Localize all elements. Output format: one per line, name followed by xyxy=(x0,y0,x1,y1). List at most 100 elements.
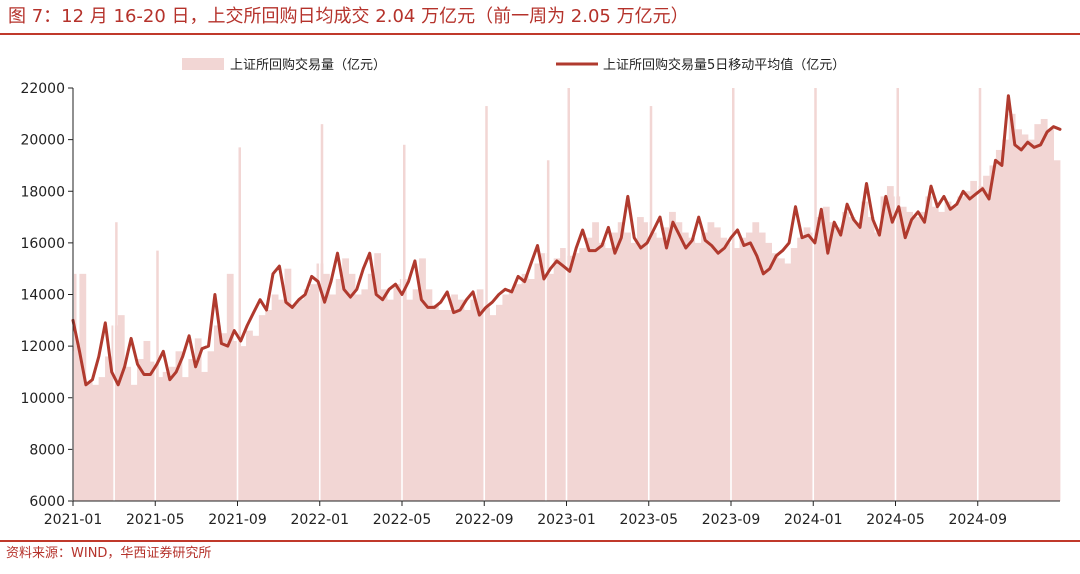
volume-bar xyxy=(989,165,997,501)
volume-bar xyxy=(637,217,644,501)
volume-bar xyxy=(322,273,330,501)
volume-bar xyxy=(124,366,132,501)
volume-bar xyxy=(79,273,87,501)
volume-bar xyxy=(630,242,638,501)
volume-bar xyxy=(1053,160,1061,501)
volume-bar xyxy=(290,304,298,501)
volume-bar xyxy=(438,309,446,501)
volume-bar xyxy=(181,377,189,501)
volume-bar xyxy=(944,201,952,501)
volume-bar xyxy=(355,294,362,501)
volume-bar xyxy=(1002,139,1010,501)
y-tick-label: 16000 xyxy=(20,236,65,252)
volume-bar xyxy=(617,222,625,501)
volume-bar xyxy=(1008,113,1016,501)
volume-bar xyxy=(1047,129,1054,502)
volume-bar xyxy=(726,242,734,501)
y-axis-gridlines xyxy=(68,87,73,502)
volume-bar xyxy=(643,222,651,501)
volume-bar xyxy=(835,227,843,501)
volume-bar xyxy=(489,315,497,501)
volume-bar xyxy=(335,279,343,501)
volume-bar xyxy=(431,304,439,501)
volume-bar xyxy=(854,222,862,501)
volume-bar xyxy=(278,299,285,501)
volume-bar xyxy=(694,242,702,501)
volume-bar xyxy=(572,253,580,501)
volume-bar xyxy=(765,242,772,501)
volume-bar xyxy=(457,299,465,501)
volume-bar xyxy=(233,340,241,501)
volume-bar xyxy=(899,206,907,502)
volume-bar xyxy=(387,299,394,501)
volume-bar xyxy=(393,284,401,501)
x-tick-label: 2021-05 xyxy=(126,512,185,528)
title-divider xyxy=(0,33,1080,35)
volume-bar xyxy=(560,248,567,501)
volume-bar xyxy=(624,232,631,502)
x-tick-label: 2022-05 xyxy=(373,512,432,528)
volume-bar xyxy=(758,232,766,502)
volume-bar xyxy=(239,346,247,501)
volume-bar xyxy=(585,237,593,501)
volume-bar xyxy=(720,237,728,501)
volume-bar xyxy=(412,289,420,501)
x-axis-tick-labels: 2021-01 2021-05 2021-09 2022-01 2022-05 2022-… xyxy=(44,501,1007,528)
volume-bar xyxy=(880,196,888,501)
volume-bar xyxy=(611,232,619,502)
volume-bar xyxy=(713,227,721,501)
x-tick-label: 2024-09 xyxy=(949,512,1008,528)
x-tick-label: 2021-09 xyxy=(208,512,267,528)
volume-bar xyxy=(92,384,100,501)
volume-bar xyxy=(534,263,542,501)
volume-bar xyxy=(739,237,747,501)
volume-spike-bar xyxy=(115,222,118,501)
x-tick-label: 2024-01 xyxy=(784,512,843,528)
volume-bar xyxy=(919,211,926,501)
volume-bar xyxy=(662,227,670,501)
chart-legend: 上证所回购交易量（亿元） 上证所回购交易量5日移动平均值（亿元） xyxy=(182,57,845,73)
volume-bar xyxy=(778,258,785,501)
volume-bar xyxy=(342,258,349,501)
volume-bar xyxy=(931,206,939,502)
volume-bar xyxy=(925,196,933,501)
legend-line-label: 上证所回购交易量5日移动平均值（亿元） xyxy=(603,57,845,73)
volume-bar xyxy=(803,227,811,501)
volume-bar xyxy=(502,294,510,501)
y-tick-label: 18000 xyxy=(20,184,65,200)
x-tick-label: 2022-09 xyxy=(455,512,514,528)
volume-bar xyxy=(784,263,792,501)
volume-spike-bar xyxy=(74,273,77,501)
volume-bar xyxy=(669,211,676,501)
volume-spike-bar xyxy=(485,106,488,501)
volume-bar xyxy=(85,382,93,501)
x-tick-label: 2023-09 xyxy=(702,512,761,528)
volume-bar xyxy=(829,222,837,501)
volume-bar xyxy=(1027,139,1035,501)
volume-bar xyxy=(201,371,208,501)
y-tick-label: 14000 xyxy=(20,288,65,304)
y-tick-label: 12000 xyxy=(20,339,65,355)
volume-bar xyxy=(258,315,266,501)
volume-spike-bar xyxy=(978,88,982,501)
volume-bar xyxy=(143,340,151,501)
volume-bar xyxy=(246,330,253,501)
volume-bar xyxy=(310,284,317,501)
volume-bar xyxy=(675,222,683,501)
volume-bar xyxy=(995,149,1003,501)
legend-bar-swatch xyxy=(182,58,224,70)
y-axis-tick-labels: 6000 8000 10000 12000 14000 16000 18000 20000 22… xyxy=(20,81,65,510)
volume-bar xyxy=(117,315,125,501)
volume-spike-bar xyxy=(567,88,570,501)
y-tick-label: 6000 xyxy=(29,494,65,510)
volume-bar xyxy=(656,237,664,501)
volume-bar xyxy=(816,217,824,501)
volume-bar xyxy=(207,351,215,501)
volume-bar xyxy=(861,201,869,501)
volume-bar xyxy=(649,232,657,502)
volume-bar xyxy=(681,232,689,502)
volume-bar xyxy=(214,325,221,501)
volume-bar xyxy=(1015,129,1022,502)
volume-spike-bar xyxy=(156,250,159,501)
volume-spike-bar xyxy=(649,106,653,501)
